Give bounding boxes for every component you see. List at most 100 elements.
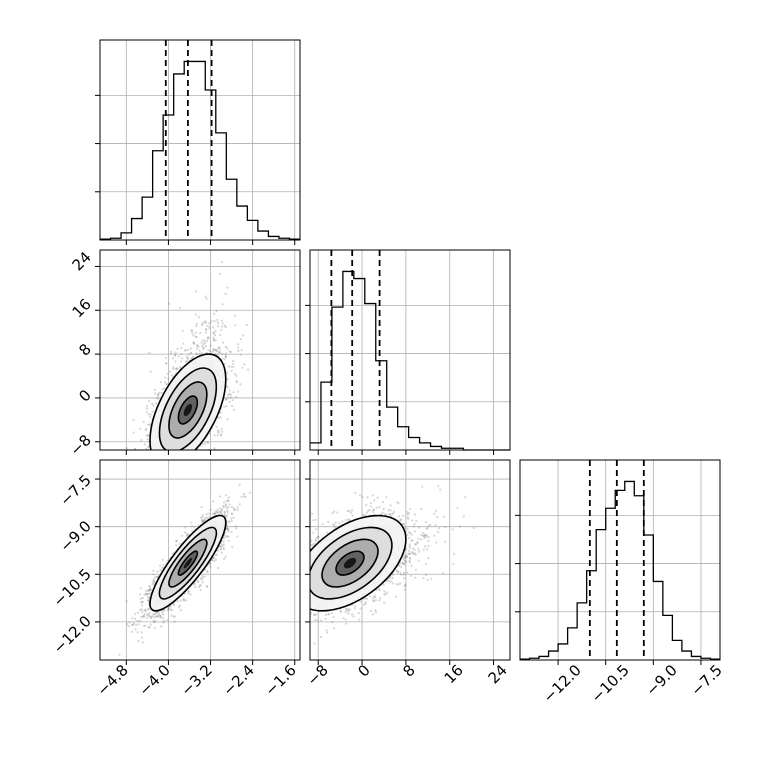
scatter-point [140, 466, 142, 468]
scatter-point [176, 471, 178, 473]
scatter-point [151, 510, 153, 512]
scatter-point [143, 613, 146, 616]
scatter-point [141, 600, 144, 604]
scatter-point [237, 349, 240, 352]
scatter-point [221, 353, 224, 356]
scatter-point [174, 354, 177, 357]
scatter-point [192, 341, 195, 344]
scatter-point [178, 542, 181, 546]
scatter-point [156, 394, 159, 397]
scatter-point [204, 320, 207, 323]
scatter-point [160, 468, 162, 470]
scatter-point [236, 390, 239, 393]
scatter-point [177, 355, 180, 358]
scatter-point [232, 507, 235, 510]
scatter-point [143, 452, 145, 454]
scatter-point [218, 507, 221, 510]
scatter-point [179, 360, 183, 363]
scatter-point [224, 494, 227, 497]
scatter-point [206, 324, 209, 327]
scatter-point [173, 484, 175, 486]
scatter-point [220, 260, 223, 264]
scatter-point [225, 352, 228, 355]
scatter-point [193, 454, 195, 456]
scatter-point [165, 521, 167, 523]
scatter-point [204, 331, 207, 334]
scatter-point [177, 454, 179, 456]
scatter-point [152, 613, 155, 616]
histogram-step [310, 270, 510, 451]
scatter-point [186, 357, 189, 360]
scatter-point [220, 427, 223, 430]
scatter-point [180, 495, 182, 497]
scatter-point [191, 456, 193, 458]
scatter-point [214, 352, 217, 355]
scatter-point [198, 352, 201, 355]
scatter-point [193, 583, 196, 586]
scatter-point [165, 362, 168, 365]
scatter-point [195, 344, 199, 347]
scatter-point [146, 616, 149, 619]
scatter-point [143, 457, 145, 459]
scatter-point [216, 511, 219, 514]
scatter-point [166, 559, 169, 562]
scatter-point [151, 582, 154, 586]
scatter-point [224, 345, 227, 348]
scatter-point [177, 606, 181, 609]
scatter-point [148, 351, 151, 354]
scatter-point [134, 628, 137, 631]
scatter-point [186, 457, 188, 459]
scatter-point [173, 620, 176, 623]
scatter-point [148, 451, 150, 453]
scatter-point [169, 370, 172, 373]
scatter-point [219, 510, 222, 513]
scatter-point [191, 332, 194, 335]
scatter-point [224, 355, 228, 358]
scatter-point [193, 462, 195, 464]
scatter-point [181, 534, 184, 537]
scatter-point [195, 463, 197, 465]
scatter-point [206, 441, 209, 445]
scatter-point [159, 569, 162, 572]
scatter-point [156, 461, 158, 463]
scatter-point [184, 349, 187, 352]
scatter-point [220, 434, 223, 437]
scatter-point [187, 590, 190, 593]
scatter-point [199, 584, 202, 587]
scatter-point [195, 347, 199, 350]
scatter-point [184, 456, 186, 458]
scatter-point [187, 592, 190, 595]
scatter-point [145, 411, 149, 414]
scatter-point [245, 323, 248, 326]
scatter-point [243, 492, 246, 496]
scatter-point [164, 356, 167, 360]
scatter-point [201, 576, 204, 579]
scatter-point [219, 411, 222, 414]
scatter-point [176, 456, 178, 458]
scatter-point [181, 451, 183, 453]
scatter-point [145, 593, 149, 596]
scatter-point [201, 581, 204, 584]
scatter-point [213, 320, 216, 323]
scatter-point [158, 464, 160, 466]
scatter-point [206, 337, 209, 340]
scatter-point [191, 452, 193, 454]
scatter-point [143, 531, 145, 533]
scatter-point [200, 578, 203, 581]
scatter-point [136, 466, 138, 468]
scatter-point [195, 352, 198, 355]
scatter-point [207, 349, 210, 352]
scatter-point [173, 604, 176, 607]
scatter-point [201, 442, 204, 445]
scatter-point [220, 551, 224, 554]
scatter-point [155, 611, 158, 614]
scatter-point [222, 506, 225, 509]
scatter-point [204, 456, 206, 458]
scatter-point [201, 345, 204, 348]
scatter-point [189, 454, 191, 456]
scatter-point [155, 452, 157, 454]
scatter-point [164, 552, 166, 554]
scatter-point [188, 454, 190, 456]
scatter-point [138, 475, 140, 477]
scatter-point [153, 613, 156, 616]
